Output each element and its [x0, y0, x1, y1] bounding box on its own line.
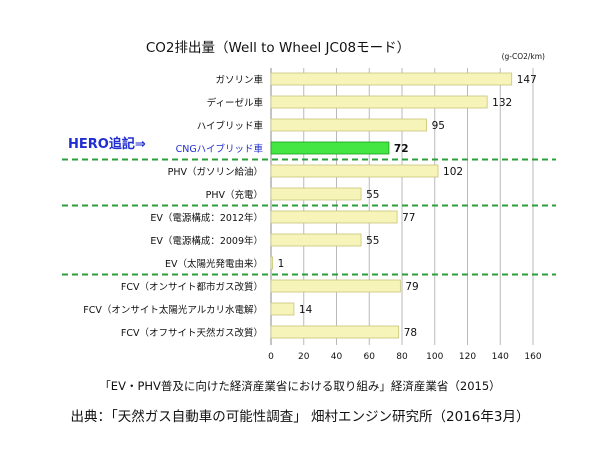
chart-svg: CO2排出量（Well to Wheel JC08モード） (g-CO2/km)… — [62, 40, 556, 362]
value-label: 102 — [443, 166, 463, 178]
bar — [270, 325, 400, 339]
category-label: CNGハイブリッド車 — [176, 143, 264, 155]
value-label: 77 — [402, 212, 415, 224]
value-label: 95 — [432, 120, 445, 132]
bar — [270, 187, 362, 201]
unit-label: (g-CO2/km) — [502, 52, 545, 61]
bar — [270, 118, 427, 132]
x-tick-label: 60 — [364, 352, 376, 362]
value-label: 55 — [366, 235, 379, 247]
labels-layer: ガソリン車 147 ディーゼル車 132 ハイブリッド車 95 CNGハイブリッド車 72 PH… — [83, 74, 536, 339]
category-label: ガソリン車 — [215, 74, 263, 86]
source-citation: 出典：「天然ガス自動車の可能性調査」 畑村エンジン研究所（2016年3月） — [70, 409, 530, 425]
x-tick-label: 100 — [426, 352, 443, 362]
x-tick-label: 40 — [331, 352, 343, 362]
x-tick-label: 20 — [298, 352, 310, 362]
bar — [270, 72, 513, 86]
category-label: EV（太陽光発電由来） — [165, 258, 263, 270]
value-label: 55 — [366, 189, 379, 201]
category-label: FCV（オフサイト天然ガス改質） — [121, 327, 263, 339]
category-label: ハイブリッド車 — [197, 120, 264, 132]
x-tick-label: 120 — [459, 352, 476, 362]
category-label: FCV（オンサイト都市ガス改質） — [121, 281, 263, 293]
value-label: 79 — [405, 281, 418, 293]
hero-annotation: HERO追記⇒ — [68, 136, 146, 152]
group-separators — [62, 158, 556, 276]
category-label: PHV（ガソリン給油） — [168, 166, 263, 178]
bar — [270, 256, 274, 270]
x-tick-label: 140 — [492, 352, 509, 362]
value-label: 14 — [299, 304, 313, 316]
bar — [270, 164, 439, 178]
category-label: ディーゼル車 — [207, 97, 264, 109]
bar — [270, 141, 390, 155]
value-label: 72 — [394, 143, 409, 155]
x-axis-ticks: 0 20 40 60 80 100 120 140 160 — [268, 352, 542, 362]
bar — [270, 302, 295, 316]
bars-layer — [270, 72, 513, 339]
category-label: EV（電源構成：2012年） — [150, 212, 263, 224]
category-label: PHV（充電） — [206, 189, 263, 201]
x-tick-label: 80 — [396, 352, 408, 362]
category-label: FCV（オンサイト太陽光アルカリ水電解） — [83, 304, 263, 316]
bar — [270, 233, 362, 247]
chart-title: CO2排出量（Well to Wheel JC08モード） — [146, 40, 410, 56]
bar — [270, 95, 488, 109]
x-tick-label: 160 — [524, 352, 541, 362]
value-label: 147 — [517, 74, 537, 86]
category-label: EV（電源構成：2009年） — [150, 235, 263, 247]
value-label: 132 — [492, 97, 512, 109]
bar — [270, 279, 401, 293]
bar — [270, 210, 398, 224]
x-tick-label: 0 — [268, 352, 274, 362]
value-label: 1 — [278, 258, 285, 270]
value-label: 78 — [404, 327, 417, 339]
data-source-caption: 「EV・PHV普及に向けた経済産業省における取り組み」経済産業省（2015） — [99, 379, 501, 393]
